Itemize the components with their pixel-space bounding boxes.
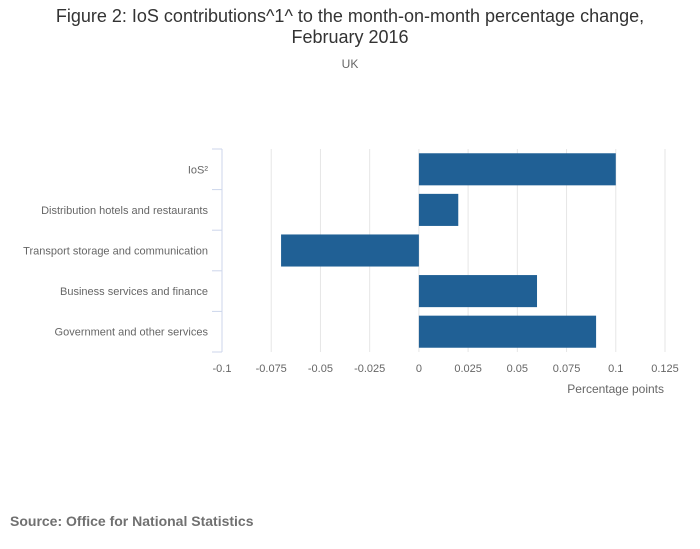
chart-subtitle: UK bbox=[341, 57, 359, 71]
category-label: Distribution hotels and restaurants bbox=[41, 205, 208, 217]
category-label: Transport storage and communication bbox=[23, 246, 208, 258]
bar[interactable] bbox=[418, 153, 616, 186]
bar[interactable] bbox=[418, 193, 459, 226]
x-tick-label: -0.025 bbox=[354, 363, 385, 375]
x-tick-label: 0.1 bbox=[608, 363, 623, 375]
bar[interactable] bbox=[418, 275, 538, 308]
category-label: IoS² bbox=[188, 164, 209, 176]
chart-title: Figure 2: IoS contributions^1^ to the mo… bbox=[55, 6, 645, 47]
x-tick-label: 0.125 bbox=[651, 363, 679, 375]
x-tick-label: 0.025 bbox=[454, 363, 482, 375]
category-label: Business services and finance bbox=[60, 286, 208, 298]
x-tick-label: 0.05 bbox=[507, 363, 528, 375]
category-label: Government and other services bbox=[55, 327, 209, 339]
category-axis bbox=[212, 148, 223, 353]
bar[interactable] bbox=[281, 234, 419, 267]
source-note: Source: Office for National Statistics bbox=[10, 513, 254, 529]
x-tick-label: -0.05 bbox=[308, 363, 333, 375]
x-tick-label: -0.075 bbox=[256, 363, 287, 375]
axis-labels: -0.1 -0.075 -0.05 -0.025 0 0.025 0.05 0.075 0.1 0… bbox=[23, 164, 679, 375]
x-axis-title: Percentage points bbox=[567, 382, 664, 396]
bar[interactable] bbox=[418, 315, 597, 348]
x-tick-label: -0.1 bbox=[213, 363, 232, 375]
bars bbox=[281, 153, 616, 348]
x-tick-label: 0 bbox=[416, 363, 422, 375]
x-tick-label: 0.075 bbox=[553, 363, 581, 375]
